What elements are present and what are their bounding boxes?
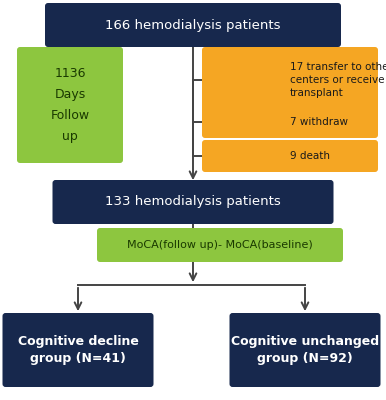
Text: Cognitive unchanged
group (N=92): Cognitive unchanged group (N=92): [231, 335, 379, 365]
FancyBboxPatch shape: [202, 140, 378, 172]
FancyBboxPatch shape: [202, 47, 378, 113]
Text: 9 death: 9 death: [290, 151, 330, 161]
Text: 166 hemodialysis patients: 166 hemodialysis patients: [105, 18, 281, 32]
FancyBboxPatch shape: [202, 106, 378, 138]
Text: 7 withdraw: 7 withdraw: [290, 117, 348, 127]
Text: Cognitive decline
group (N=41): Cognitive decline group (N=41): [17, 335, 139, 365]
FancyBboxPatch shape: [2, 313, 154, 387]
FancyBboxPatch shape: [17, 47, 123, 163]
FancyBboxPatch shape: [230, 313, 381, 387]
Text: MoCA(follow up)- MoCA(baseline): MoCA(follow up)- MoCA(baseline): [127, 240, 313, 250]
Text: 17 transfer to other dialysis
centers or receive kidney
transplant: 17 transfer to other dialysis centers or…: [290, 62, 386, 98]
FancyBboxPatch shape: [52, 180, 334, 224]
Text: 1136
Days
Follow
up: 1136 Days Follow up: [51, 67, 90, 143]
FancyBboxPatch shape: [45, 3, 341, 47]
Text: 133 hemodialysis patients: 133 hemodialysis patients: [105, 196, 281, 208]
FancyBboxPatch shape: [97, 228, 343, 262]
